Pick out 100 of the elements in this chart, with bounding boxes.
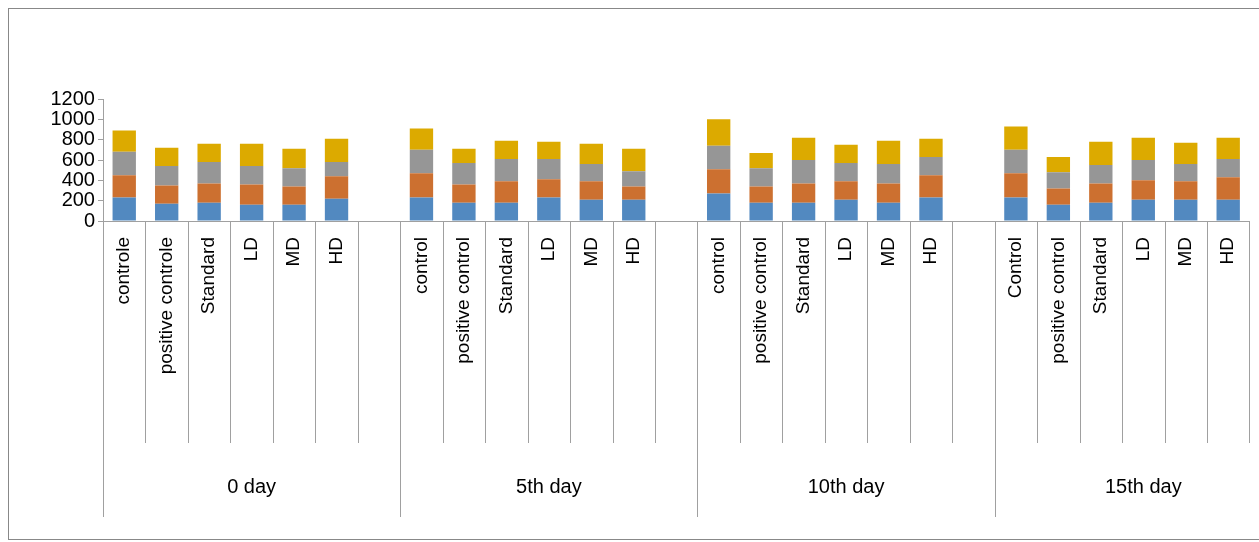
text: 0 day [227,474,277,497]
bar [579,164,603,182]
bar [112,151,136,176]
y-tick-label: 1200 [50,86,95,109]
bar [1004,126,1028,150]
bar [452,163,476,185]
bar [919,156,943,176]
bar [1174,164,1198,182]
bar [1046,156,1071,173]
bar [452,184,476,203]
bar [707,169,731,194]
x-tick-label: MD [1173,237,1195,267]
bar [876,164,901,184]
bar [282,168,306,187]
bar [282,204,306,221]
x-tick-label: MD [579,237,601,267]
bar [919,175,943,198]
bar [1174,199,1198,221]
bar [409,173,434,198]
bar [239,166,264,185]
bar [791,137,816,160]
bar [791,183,816,203]
bar [876,140,901,165]
bar [239,184,264,205]
text: 10th day [807,474,885,497]
bar [707,193,731,221]
bar [919,138,943,157]
bar [707,119,731,146]
bar [537,141,561,159]
bar [707,145,731,170]
bar [197,183,221,203]
bar [791,160,816,184]
x-tick-label: LD [834,237,856,262]
bar [1216,158,1240,178]
bar [579,181,603,200]
bar [537,179,561,198]
x-tick-label: MD [282,237,304,267]
bar [282,148,306,169]
bar [324,138,349,163]
bar [919,197,943,221]
bar [239,143,264,167]
bar [452,202,476,221]
bar [834,163,858,182]
bar [622,186,646,200]
bar [409,197,434,221]
bar [112,130,136,152]
bar [834,199,858,221]
x-tick-label: HD [1216,237,1238,265]
bar [1046,172,1071,189]
bar [494,158,519,182]
y-tick-label: 200 [61,188,95,211]
bar [452,148,476,164]
bar [282,186,306,205]
bar [1131,137,1155,160]
bar [622,171,646,187]
bar [834,181,858,200]
x-tick-label: controle [112,237,134,305]
bar [197,162,221,184]
bar [155,203,179,221]
bar [324,176,349,199]
x-tick-label: positive control [1046,237,1068,364]
bar [155,185,179,204]
bar [1046,188,1071,205]
bar [324,198,349,221]
bar [409,149,434,174]
x-tick-label: Standard [791,237,813,315]
bar [622,199,646,221]
bar [494,181,519,203]
bar [579,143,603,165]
bar [537,158,561,180]
bar [1131,180,1155,200]
x-tick-label: LD [239,237,261,262]
x-tick-label: control [409,237,431,295]
bar [494,202,519,221]
bar [834,144,858,164]
x-tick-label: positive controle [154,237,176,375]
bar [112,175,136,198]
bar [1046,204,1071,221]
x-tick-label: LD [1131,237,1153,262]
x-tick-label: Standard [197,237,219,315]
bar [1089,183,1113,203]
bar [1174,142,1198,165]
x-tick-label: HD [919,237,941,265]
bar [876,183,901,203]
x-tick-label: control [706,237,728,295]
bar [239,204,264,221]
x-tick-label: HD [324,237,346,265]
bar [749,168,773,187]
x-tick-label: Control [1004,237,1026,299]
bar [1216,199,1240,221]
x-tick-label: Standard [494,237,516,315]
bar [1089,165,1113,184]
bar [1004,173,1028,198]
bar [197,202,221,221]
bar [1089,202,1113,221]
x-tick-label: HD [621,237,643,265]
bar [579,199,603,221]
bar [324,162,349,177]
x-tick-label: MD [876,237,898,267]
bar [1004,197,1028,221]
